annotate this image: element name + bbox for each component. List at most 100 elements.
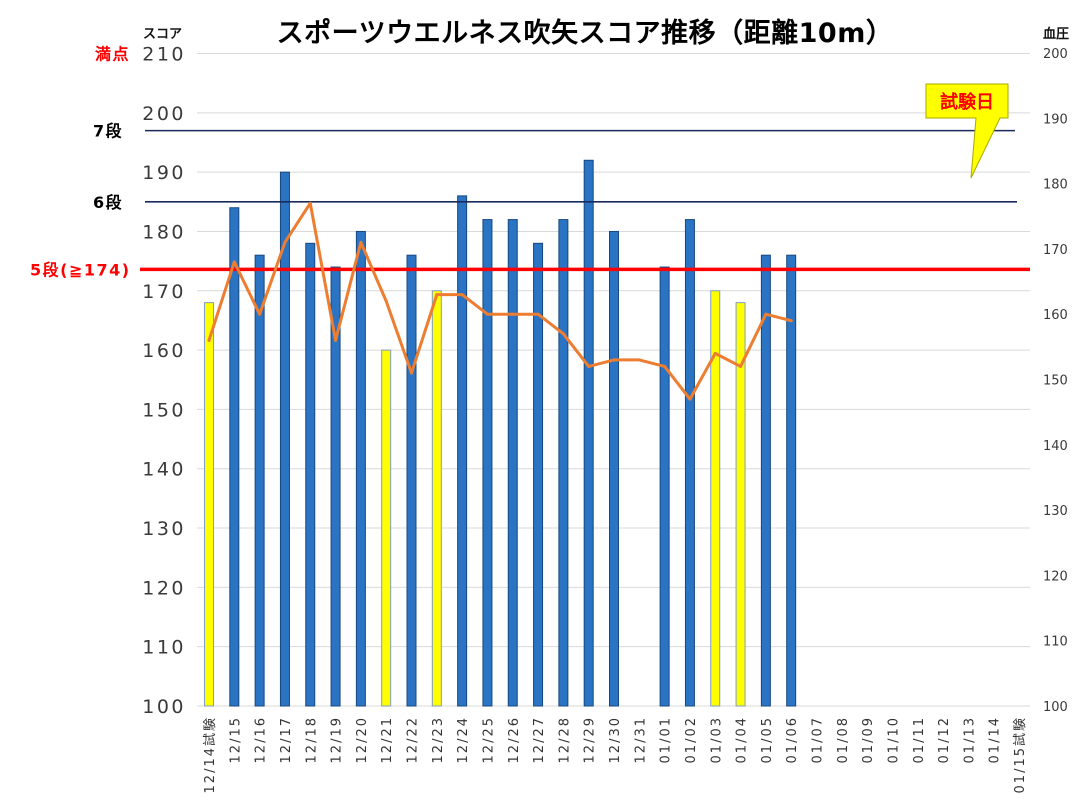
y-left-tick-label: 190 [142,162,186,184]
y-left-tick-label: 210 [142,44,186,66]
reference-line-label: 6段 [93,193,123,212]
y-right-axis-ticks: 100 110 120 130 140 150 160 170 180 190 200 [1043,47,1068,715]
x-tick-label: 01/05 [760,716,775,763]
blood-pressure-point [410,371,413,375]
score-bar [431,290,442,707]
reference-line-label: 7段 [93,122,123,141]
y-left-tick-label: 160 [142,340,186,362]
y-right-tick-label: 170 [1043,243,1068,258]
score-bar [507,219,518,707]
x-tick-label: 12/30 [608,716,623,763]
y-left-tick-label: 130 [142,518,186,540]
y-right-tick-label: 190 [1043,112,1068,127]
callout-shape [925,83,1009,179]
x-axis-ticks: 12/14試験 12/15 12/16 12/17 12/18 12/19 12/20 12/… [202,716,1028,793]
x-tick-label: 01/13 [962,716,977,763]
x-tick-label: 12/18 [304,716,319,763]
score-bar [760,254,771,707]
y-right-tick-label: 100 [1043,700,1068,715]
x-tick-label: 01/10 [886,716,901,763]
x-tick-label: 12/15 [228,716,243,763]
y-left-axis-label: スコア [143,27,182,42]
reference-line-label: 満点 [95,45,130,64]
blood-pressure-point [612,358,616,362]
score-bar [254,254,265,707]
x-tick-label: 12/20 [355,716,370,763]
x-tick-label: 01/08 [836,716,851,763]
y-right-tick-label: 200 [1043,47,1068,62]
score-bar [406,254,417,707]
score-bar [735,302,746,707]
blood-pressure-point [511,312,515,316]
score-bar [659,266,670,707]
y-right-axis-label: 血圧 [1043,26,1069,42]
x-tick-label: 12/19 [330,716,345,763]
blood-pressure-point [384,299,388,303]
x-tick-label: 01/15試験 [1012,716,1028,793]
x-tick-label: 01/11 [912,716,927,763]
score-bar [583,159,594,707]
blood-pressure-point [536,312,540,316]
y-right-tick-label: 130 [1043,504,1068,519]
score-bar [533,242,544,707]
score-bar [305,242,316,707]
y-left-axis-ticks: 100 110 120 130 140 150 160 170 180 190 200 210 [142,44,186,719]
x-tick-label: 12/27 [532,716,547,763]
y-right-tick-label: 160 [1043,308,1068,323]
x-tick-label: 12/17 [279,716,294,763]
x-tick-label: 12/29 [583,716,598,763]
score-bar [482,219,493,707]
score-bar [786,254,797,707]
blood-pressure-point [232,260,236,264]
score-bar [457,195,468,707]
score-bar [279,171,290,707]
y-left-tick-label: 120 [142,577,186,599]
blood-pressure-point [789,319,793,323]
blood-pressure-point [587,364,591,368]
x-tick-label: 01/12 [937,716,952,763]
y-right-tick-label: 140 [1043,439,1068,454]
blood-pressure-point [637,358,641,362]
blood-pressure-point [435,293,439,297]
y-left-tick-label: 170 [142,281,186,303]
x-tick-label: 12/23 [431,716,446,763]
blood-pressure-point [663,364,667,368]
y-left-tick-label: 140 [142,459,186,481]
x-tick-label: 12/21 [380,716,395,763]
score-bar [381,349,392,707]
score-bar [355,230,366,707]
blood-pressure-point [688,397,692,401]
chart-title: スポーツウエルネス吹矢スコア推移（距離10m） [277,17,894,49]
blood-pressure-point [283,240,287,244]
blood-pressure-series [207,201,793,401]
blood-pressure-point [739,364,743,368]
blood-pressure-line [207,201,793,401]
y-right-tick-label: 110 [1043,635,1068,650]
score-bars [204,159,797,707]
blood-pressure-point [359,240,363,244]
x-tick-label: 01/02 [684,716,699,763]
reference-lines: 満点 7段 6段 5段(≧174) [30,45,1030,279]
y-left-tick-label: 200 [142,103,186,125]
score-bar [229,207,240,707]
y-left-tick-label: 150 [142,399,186,421]
score-bar [609,230,619,707]
callout-text: 試験日 [940,91,994,113]
x-tick-label: 12/16 [254,716,269,763]
x-tick-label: 01/03 [709,716,724,763]
test-day-callout: 試験日 [925,83,1009,179]
x-tick-label: 12/14試験 [202,716,218,793]
blood-pressure-point [485,312,489,316]
score-bar [204,302,214,707]
x-tick-label: 01/09 [861,716,876,763]
x-tick-label: 12/24 [456,716,471,763]
y-left-tick-label: 180 [142,221,186,243]
y-right-tick-label: 120 [1043,569,1068,584]
blood-pressure-point [308,201,312,205]
y-right-tick-label: 150 [1043,374,1068,389]
x-tick-label: 12/26 [507,716,522,763]
x-tick-label: 12/31 [633,716,648,763]
x-tick-label: 01/01 [659,716,674,763]
blood-pressure-point [713,351,717,355]
x-tick-label: 12/28 [557,716,572,763]
